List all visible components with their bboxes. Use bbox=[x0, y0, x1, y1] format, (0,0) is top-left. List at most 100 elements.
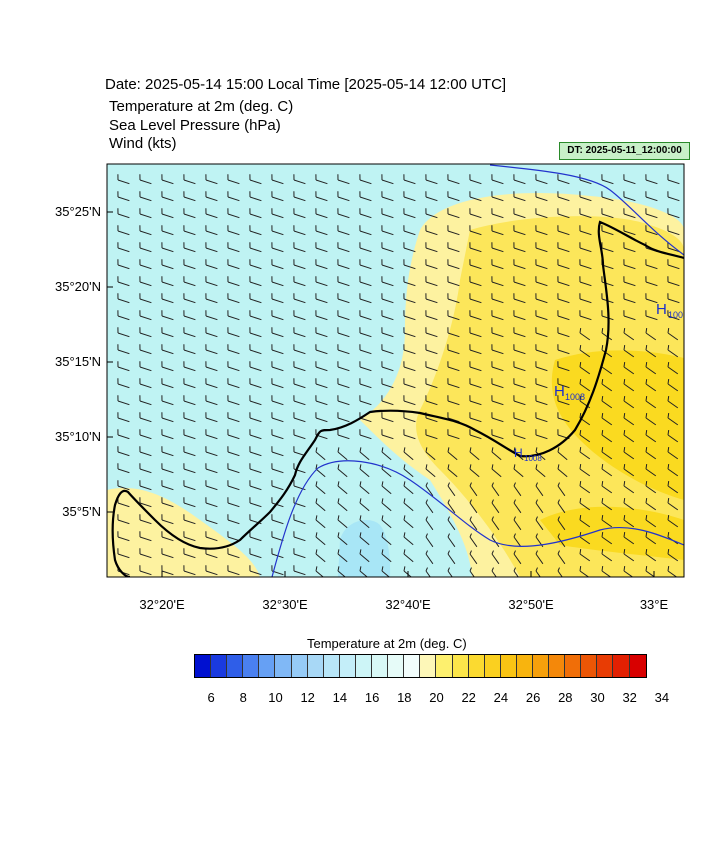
wind-barb bbox=[117, 174, 130, 185]
land-warm-zone bbox=[416, 216, 684, 577]
wind-barb bbox=[337, 293, 350, 304]
wind-barb bbox=[227, 344, 240, 355]
wind-barb bbox=[513, 293, 526, 304]
wind-barb bbox=[447, 533, 456, 548]
wind-barb bbox=[491, 482, 500, 497]
wind-barb bbox=[557, 567, 563, 577]
wind-barb bbox=[425, 259, 438, 270]
wind-barb bbox=[359, 378, 372, 389]
wind-barb bbox=[425, 310, 438, 321]
wind-barb bbox=[579, 208, 592, 219]
wind-barb bbox=[535, 361, 548, 372]
wind-barb bbox=[623, 379, 635, 392]
wind-barb bbox=[447, 395, 460, 406]
wind-barb bbox=[359, 532, 370, 546]
wind-barb bbox=[359, 447, 370, 461]
field-label-temperature: Temperature at 2m (deg. C) bbox=[109, 98, 294, 115]
wind-barb bbox=[403, 429, 416, 440]
wind-barb bbox=[513, 533, 522, 548]
wind-barb bbox=[359, 310, 372, 321]
wind-barb bbox=[491, 242, 504, 253]
wind-barb bbox=[249, 480, 262, 491]
wind-barb bbox=[205, 259, 218, 270]
wind-barb bbox=[139, 174, 152, 185]
wind-barb bbox=[359, 327, 372, 338]
wind-barb bbox=[183, 208, 196, 219]
wind-barb bbox=[425, 567, 431, 577]
wind-barb bbox=[535, 464, 546, 478]
colorbar-swatch bbox=[468, 655, 485, 677]
wind-barb bbox=[337, 191, 350, 202]
wind-barb bbox=[337, 242, 350, 253]
lat-label: 35°5'N bbox=[62, 504, 101, 519]
wind-barb bbox=[337, 174, 350, 185]
wind-barb bbox=[425, 464, 436, 478]
wind-barb bbox=[161, 480, 174, 491]
wind-barb bbox=[271, 463, 284, 474]
wind-barb bbox=[447, 499, 456, 514]
wind-barb bbox=[601, 345, 613, 358]
wind-barb bbox=[139, 480, 152, 491]
wind-barb bbox=[139, 225, 152, 236]
wind-barb bbox=[623, 242, 636, 253]
wind-barb bbox=[161, 276, 174, 287]
wind-barb bbox=[337, 481, 348, 495]
wind-barb bbox=[139, 531, 152, 542]
colorbar-tick-label: 10 bbox=[268, 690, 283, 705]
wind-barb bbox=[491, 361, 504, 372]
wind-barb bbox=[491, 395, 504, 406]
wind-barb bbox=[623, 174, 636, 185]
colorbar-swatch bbox=[404, 655, 421, 677]
wind-barb bbox=[447, 225, 460, 236]
wind-barb bbox=[579, 191, 592, 202]
wind-barb bbox=[337, 549, 348, 563]
wind-barb bbox=[381, 498, 392, 512]
coastline bbox=[111, 220, 684, 577]
wind-barb bbox=[535, 429, 548, 440]
wind-barb bbox=[315, 532, 326, 546]
wind-barb bbox=[359, 498, 370, 512]
wind-barb bbox=[535, 327, 548, 338]
wind-barb bbox=[161, 174, 174, 185]
wind-barb bbox=[359, 481, 370, 495]
wind-barb bbox=[315, 276, 328, 287]
wind-barb bbox=[249, 361, 262, 372]
wind-barb bbox=[513, 567, 519, 577]
wind-barb bbox=[117, 191, 130, 202]
wind-barb bbox=[293, 191, 306, 202]
wind-barb bbox=[425, 499, 434, 514]
wind-barb bbox=[271, 480, 284, 491]
wind-barb bbox=[183, 446, 196, 457]
wind-barb bbox=[359, 344, 372, 355]
wind-barb bbox=[227, 327, 240, 338]
wind-barb bbox=[381, 566, 390, 577]
wind-barb bbox=[315, 293, 328, 304]
wind-barb bbox=[667, 225, 680, 236]
wind-barb bbox=[491, 378, 504, 389]
wind-barb bbox=[249, 531, 262, 542]
wind-barb bbox=[315, 361, 328, 372]
wind-barb bbox=[513, 225, 526, 236]
wind-barb bbox=[623, 515, 635, 528]
wind-barb bbox=[403, 412, 416, 423]
colorbar-tick-label: 16 bbox=[364, 690, 380, 705]
wind-barb bbox=[337, 447, 348, 461]
wind-barb bbox=[645, 532, 657, 545]
wind-barb bbox=[557, 516, 566, 531]
wind-barb bbox=[425, 327, 438, 338]
wind-barbs bbox=[117, 174, 680, 577]
wind-barb bbox=[447, 310, 460, 321]
wind-barb bbox=[535, 191, 548, 202]
wind-barb bbox=[469, 191, 482, 202]
colorbar-swatch bbox=[275, 655, 292, 677]
wind-barb bbox=[513, 344, 526, 355]
wind-barb bbox=[117, 361, 130, 372]
wind-barb bbox=[337, 515, 348, 529]
wind-barb bbox=[381, 481, 392, 495]
wind-barb bbox=[425, 191, 438, 202]
wind-barb bbox=[227, 497, 240, 508]
wind-barb bbox=[667, 362, 679, 375]
wind-barb bbox=[403, 276, 416, 287]
colorbar-swatch bbox=[597, 655, 614, 677]
wind-barb bbox=[205, 225, 218, 236]
